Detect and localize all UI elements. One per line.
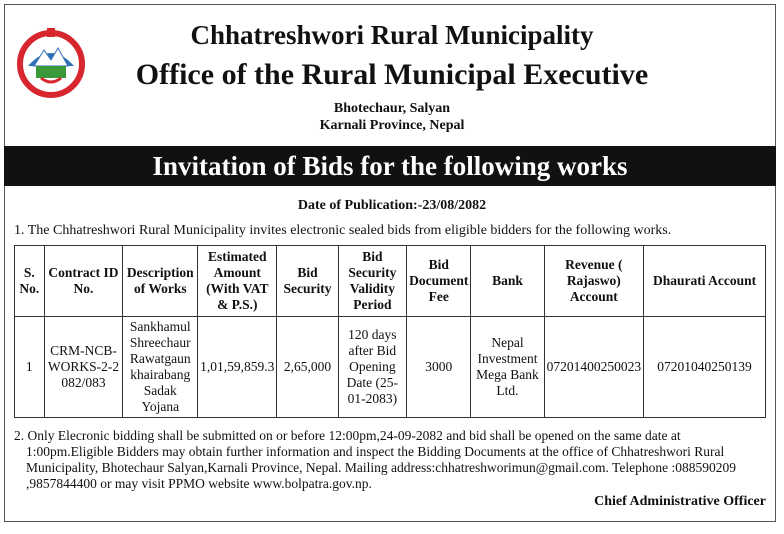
cell-dhaurati-account: 07201040250139: [643, 316, 766, 418]
col-revenue-account: Revenue ( Rajaswo) Account: [543, 245, 645, 317]
col-estimated-amount: Estimated Amount (With VAT & P.S.): [197, 245, 278, 317]
publication-date: Date of Publication:-23/08/2082: [297, 198, 487, 213]
address-line-2: Karnali Province, Nepal: [319, 118, 465, 133]
intro-paragraph: 1. The Chhatreshwori Rural Municipality …: [14, 223, 672, 238]
cell-revenue-account: 07201400250023: [543, 316, 645, 418]
col-validity: Bid Security Validity Period: [337, 245, 408, 317]
table-row: 1 CRM-NCB-WORKS-2-2082/083 Sankhamul Shr…: [14, 316, 766, 418]
cell-bid-security: 2,65,000: [276, 316, 339, 418]
table-header-row: S. No. Contract ID No. Description of Wo…: [14, 245, 766, 317]
cell-validity: 120 days after Bid Opening Date (25-01-2…: [337, 316, 408, 418]
cell-contract-id: CRM-NCB-WORKS-2-2082/083: [43, 316, 124, 418]
col-contract-id: Contract ID No.: [43, 245, 124, 317]
cell-bank: Nepal Investment Mega Bank Ltd.: [470, 316, 545, 418]
col-bid-security: Bid Security: [276, 245, 339, 317]
address-line-1: Bhotechaur, Salyan: [333, 101, 451, 116]
cell-estimated-amount: 1,01,59,859.3: [197, 316, 278, 418]
bidding-instructions: 2. Only Elecronic bidding shall be submi…: [14, 428, 736, 491]
col-dhaurati-account: Dhaurati Account: [643, 245, 766, 317]
col-description: Description of Works: [122, 245, 199, 317]
cell-sno: 1: [14, 316, 45, 418]
notice-frame: [4, 4, 776, 522]
col-sno: S. No.: [14, 245, 45, 317]
nepal-government-emblem-icon: [17, 28, 85, 98]
municipality-name: Chhatreshwori Rural Municipality: [190, 20, 594, 50]
office-name: Office of the Rural Municipal Executive: [135, 58, 649, 91]
signatory: Chief Administrative Officer: [594, 494, 766, 509]
col-doc-fee: Bid Document Fee: [406, 245, 472, 317]
col-bank: Bank: [470, 245, 545, 317]
cell-doc-fee: 3000: [406, 316, 472, 418]
cell-description: Sankhamul Shreechaur Rawatgaun khairaban…: [122, 316, 199, 418]
title-banner: Invitation of Bids for the following wor…: [4, 146, 776, 186]
bids-table: S. No. Contract ID No. Description of Wo…: [14, 245, 766, 418]
